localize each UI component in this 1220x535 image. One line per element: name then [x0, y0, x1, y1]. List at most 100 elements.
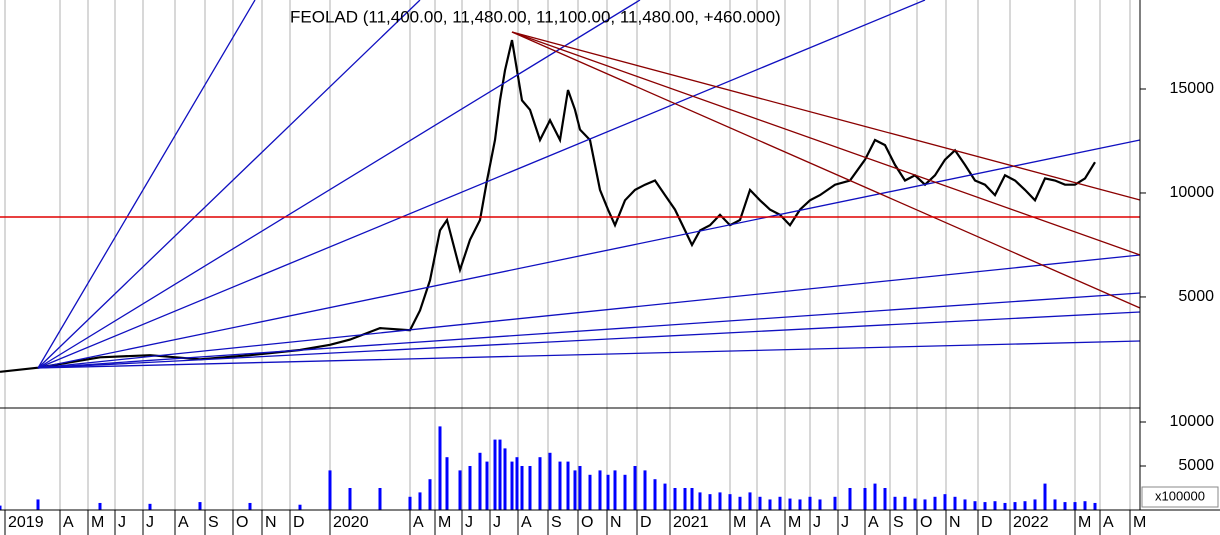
volume-bar [458, 470, 462, 510]
volume-bar [758, 496, 762, 510]
x-tick-label: A [63, 514, 74, 531]
x-tick-label: M [788, 514, 801, 531]
volume-bar [478, 452, 482, 510]
volume-bar [683, 487, 687, 510]
x-tick-label: 2020 [333, 514, 369, 531]
volume-bar [378, 487, 382, 510]
volume-bar [348, 487, 352, 510]
volume-bar [528, 465, 532, 510]
volume-bar [933, 496, 937, 510]
volume-bar [485, 461, 489, 510]
volume-bar [606, 474, 610, 510]
x-tick-label: D [640, 514, 652, 531]
fan-line [37, 0, 421, 369]
fan-line [37, 292, 1141, 369]
volume-bar [1033, 499, 1037, 510]
fan-line [37, 254, 1141, 369]
x-tick-label: A [178, 514, 189, 531]
volume-bar [768, 499, 772, 510]
red-line [511, 31, 1141, 309]
volume-bar [520, 465, 524, 510]
x-tick-label: N [949, 514, 961, 531]
x-tick-label: S [208, 514, 219, 531]
volume-bar [893, 496, 897, 510]
x-tick-label: M [91, 514, 104, 531]
volume-bar [708, 494, 712, 510]
volume-bar [298, 504, 302, 510]
x-tick-label: M [438, 514, 451, 531]
volume-bar [503, 448, 507, 510]
volume-bar [778, 496, 782, 510]
volume-bar [653, 479, 657, 510]
x-tick-label: O [920, 514, 932, 531]
y-unit-label: x100000 [1155, 488, 1205, 503]
volume-bar [588, 474, 592, 510]
red-line [511, 31, 1141, 256]
x-tick-label: J [841, 514, 849, 531]
volume-bar [848, 487, 852, 510]
x-tick-label: J [118, 514, 126, 531]
chart-title: FEOLAD (11,400.00, 11,480.00, 11,100.00,… [290, 7, 781, 26]
volume-bar [718, 492, 722, 510]
volume-bar [198, 502, 202, 510]
x-tick-label: 2019 [8, 514, 44, 531]
x-tick-label: J [813, 514, 821, 531]
volume-bar [923, 499, 927, 510]
volume-bar [538, 457, 542, 510]
x-tick-label: O [581, 514, 593, 531]
volume-bar [633, 465, 637, 510]
volume-bar [798, 499, 802, 510]
volume-bar [498, 439, 502, 510]
volume-bar [1043, 483, 1047, 510]
x-tick-label: A [1103, 514, 1114, 531]
volume-bar [148, 503, 152, 510]
volume-bar [748, 492, 752, 510]
red-line [511, 31, 1141, 201]
volume-bar [418, 492, 422, 510]
x-tick-label: D [981, 514, 993, 531]
volume-bar [1063, 502, 1067, 510]
volume-bar [1003, 502, 1007, 510]
volume-bar [248, 502, 252, 510]
volume-bar [36, 499, 40, 510]
volume-bar [1073, 502, 1077, 510]
volume-bar [953, 496, 957, 510]
x-tick-label: N [610, 514, 622, 531]
volume-bar [515, 457, 519, 510]
volume-bar [690, 487, 694, 510]
volume-bar [328, 470, 332, 510]
fan-line [37, 0, 926, 369]
volume-bar [1083, 501, 1087, 510]
fan-line [37, 139, 1141, 369]
volume-bar [863, 487, 867, 510]
volume-bar [0, 505, 2, 510]
volume-bar [566, 461, 570, 510]
volume-bar [808, 496, 812, 510]
volume-bar [903, 496, 907, 510]
volume-bar [993, 501, 997, 510]
y-tick-label: 15000 [1170, 80, 1215, 97]
x-tick-label: M [1133, 514, 1146, 531]
volume-bar [598, 470, 602, 510]
x-tick-label: M [733, 514, 746, 531]
x-tick-label: O [236, 514, 248, 531]
price-line [0, 39, 1096, 373]
volume-bar [738, 496, 742, 510]
fan-line [37, 0, 641, 369]
x-tick-label: N [265, 514, 277, 531]
volume-bar [943, 494, 947, 510]
volume-bar [973, 501, 977, 510]
x-tick-label: M [1078, 514, 1091, 531]
volume-bar [445, 457, 449, 510]
volume-bar [788, 498, 792, 510]
volume-bar [873, 483, 877, 510]
unit-box [1141, 486, 1219, 508]
volume-bar [98, 502, 102, 510]
x-tick-label: J [465, 514, 473, 531]
volume-bar [983, 502, 987, 510]
volume-bar [833, 496, 837, 510]
y-tick-label: 10000 [1170, 184, 1215, 201]
x-tick-label: A [521, 514, 532, 531]
volume-bar [613, 470, 617, 510]
